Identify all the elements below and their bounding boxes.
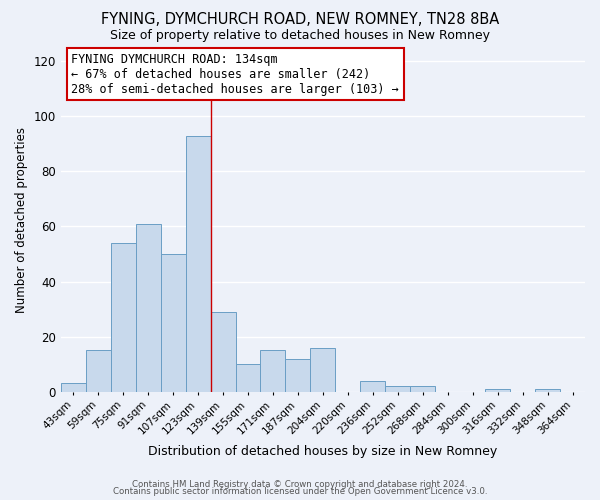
Y-axis label: Number of detached properties: Number of detached properties: [15, 126, 28, 312]
Bar: [111, 243, 136, 392]
Bar: [61, 384, 86, 392]
Text: FYNING, DYMCHURCH ROAD, NEW ROMNEY, TN28 8BA: FYNING, DYMCHURCH ROAD, NEW ROMNEY, TN28…: [101, 12, 499, 28]
Bar: [185, 136, 211, 392]
X-axis label: Distribution of detached houses by size in New Romney: Distribution of detached houses by size …: [148, 444, 497, 458]
Text: Size of property relative to detached houses in New Romney: Size of property relative to detached ho…: [110, 29, 490, 42]
Bar: [535, 389, 560, 392]
Bar: [211, 312, 236, 392]
Text: Contains HM Land Registry data © Crown copyright and database right 2024.: Contains HM Land Registry data © Crown c…: [132, 480, 468, 489]
Bar: [86, 350, 111, 392]
Bar: [286, 358, 310, 392]
Text: FYNING DYMCHURCH ROAD: 134sqm
← 67% of detached houses are smaller (242)
28% of : FYNING DYMCHURCH ROAD: 134sqm ← 67% of d…: [71, 52, 399, 96]
Bar: [410, 386, 435, 392]
Bar: [361, 380, 385, 392]
Bar: [260, 350, 286, 392]
Bar: [385, 386, 410, 392]
Bar: [236, 364, 260, 392]
Bar: [136, 224, 161, 392]
Bar: [310, 348, 335, 392]
Bar: [161, 254, 185, 392]
Bar: [485, 389, 510, 392]
Text: Contains public sector information licensed under the Open Government Licence v3: Contains public sector information licen…: [113, 488, 487, 496]
